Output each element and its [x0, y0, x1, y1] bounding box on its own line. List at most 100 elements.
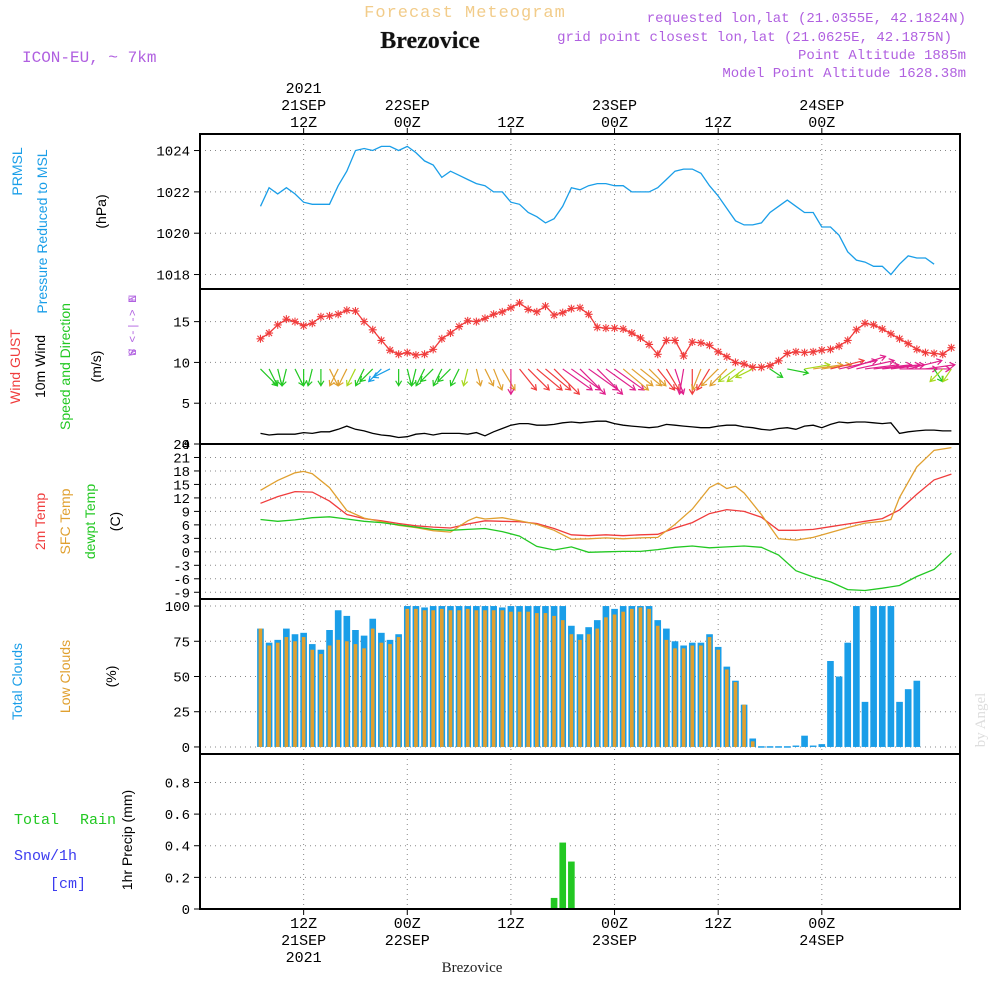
wind-vector — [553, 368, 581, 395]
gust-marker — [403, 348, 412, 357]
y-tick-label: 24 — [173, 438, 190, 454]
gust-marker — [886, 329, 895, 338]
wind-vector — [929, 368, 944, 383]
gust-marker — [386, 346, 394, 355]
gust-marker — [774, 356, 783, 365]
time-label-top: 00Z — [601, 115, 628, 132]
time-label-bottom: 00Z — [601, 916, 628, 933]
low-cloud-bar — [543, 613, 548, 747]
time-label-bottom: 2021 — [286, 950, 322, 967]
time-label-top: 00Z — [394, 115, 421, 132]
low-cloud-bar — [552, 615, 556, 747]
y-tick-label: 50 — [173, 671, 190, 687]
gust-marker — [299, 321, 308, 330]
gust-marker — [567, 304, 576, 313]
wind-vector — [690, 368, 702, 392]
temp-label: 2m Temp — [32, 493, 48, 551]
series-line — [260, 446, 952, 541]
wind-vector — [631, 368, 654, 387]
clouds-panel: 0 25 50 75 100 Total Clouds Low Clouds (%) — [9, 598, 961, 757]
gust-marker — [653, 350, 662, 359]
y-tick-label: 10 — [173, 356, 190, 372]
gust-marker — [671, 336, 679, 345]
gust-marker — [852, 325, 861, 334]
unit-label: (%) — [103, 666, 119, 688]
gust-marker — [437, 334, 446, 343]
low-cloud-bar — [345, 641, 349, 747]
low-clouds-label: Low Clouds — [57, 640, 73, 713]
gust-marker — [895, 334, 904, 343]
wind-vector — [501, 368, 516, 391]
wind-vector — [908, 358, 943, 370]
low-cloud-bar — [500, 610, 505, 747]
time-label-bottom: 12Z — [497, 916, 524, 933]
total-cloud-bar — [792, 745, 800, 747]
gust-marker — [584, 310, 593, 319]
time-label-top: 21SEP — [281, 98, 326, 115]
y-tick-label: 1020 — [156, 227, 190, 243]
unit-label: (m/s) — [88, 351, 104, 383]
low-cloud-bar — [440, 608, 444, 747]
wind-vector — [437, 368, 451, 383]
compass-south: S — [128, 348, 140, 355]
gust-marker — [282, 315, 291, 324]
wind-vector — [317, 368, 325, 387]
series-line — [259, 145, 935, 276]
wind-vector — [415, 368, 426, 387]
gust-marker — [524, 305, 533, 314]
wind-vector — [545, 368, 572, 391]
gust-marker — [506, 303, 515, 312]
gust-marker — [541, 302, 550, 311]
gust-marker — [826, 345, 835, 354]
time-label-bottom: 22SEP — [385, 933, 430, 950]
prmsl-label: PRMSL — [9, 147, 25, 195]
total-cloud-bar — [887, 606, 895, 747]
wind-vector — [657, 368, 676, 391]
gust-marker — [342, 306, 351, 315]
y-tick-label: 1024 — [156, 145, 190, 161]
wind-vector — [268, 368, 279, 387]
series-line — [260, 516, 952, 592]
requested-coords: requested lon,lat (21.0355E, 42.1824N) — [647, 11, 966, 27]
wind-vector — [432, 368, 443, 387]
wind-vector — [337, 368, 348, 387]
low-cloud-bar — [742, 704, 746, 747]
low-cloud-bar — [310, 649, 315, 747]
low-cloud-bar — [595, 628, 600, 747]
low-cloud-bar — [733, 682, 738, 747]
gust-marker — [722, 352, 731, 361]
wind-vector — [279, 368, 287, 387]
point-altitude: Point Altitude 1885m — [798, 48, 966, 64]
low-cloud-bar — [725, 669, 729, 747]
low-cloud-bar — [301, 637, 306, 747]
total-cloud-bar — [835, 676, 843, 747]
wind-label: 10m Wind — [32, 335, 48, 398]
gust-marker — [947, 343, 956, 352]
wind-vector — [838, 358, 879, 370]
wind-vector — [605, 368, 637, 391]
low-cloud-bar — [457, 610, 461, 747]
wind-vector — [305, 368, 313, 387]
gust-marker — [766, 361, 774, 370]
gust-marker — [688, 338, 697, 347]
gust-marker — [455, 322, 464, 331]
wind-vector — [359, 368, 374, 383]
low-cloud-bar — [396, 637, 401, 747]
wind-vector — [527, 368, 551, 391]
gust-marker — [368, 325, 377, 334]
low-cloud-bar — [673, 648, 677, 747]
y-tick-label: 9 — [182, 505, 190, 521]
gust-marker — [593, 323, 602, 332]
wind-label: Wind GUST — [7, 329, 23, 404]
y-tick-label: 25 — [173, 706, 190, 722]
time-label-top: 12Z — [705, 115, 732, 132]
total-cloud-bar — [904, 689, 912, 747]
gust-marker — [938, 350, 947, 359]
low-cloud-bar — [336, 639, 340, 747]
wind-vector — [475, 368, 483, 387]
low-cloud-bar — [664, 639, 669, 747]
low-cloud-bar — [604, 617, 608, 747]
gust-marker — [498, 307, 507, 316]
